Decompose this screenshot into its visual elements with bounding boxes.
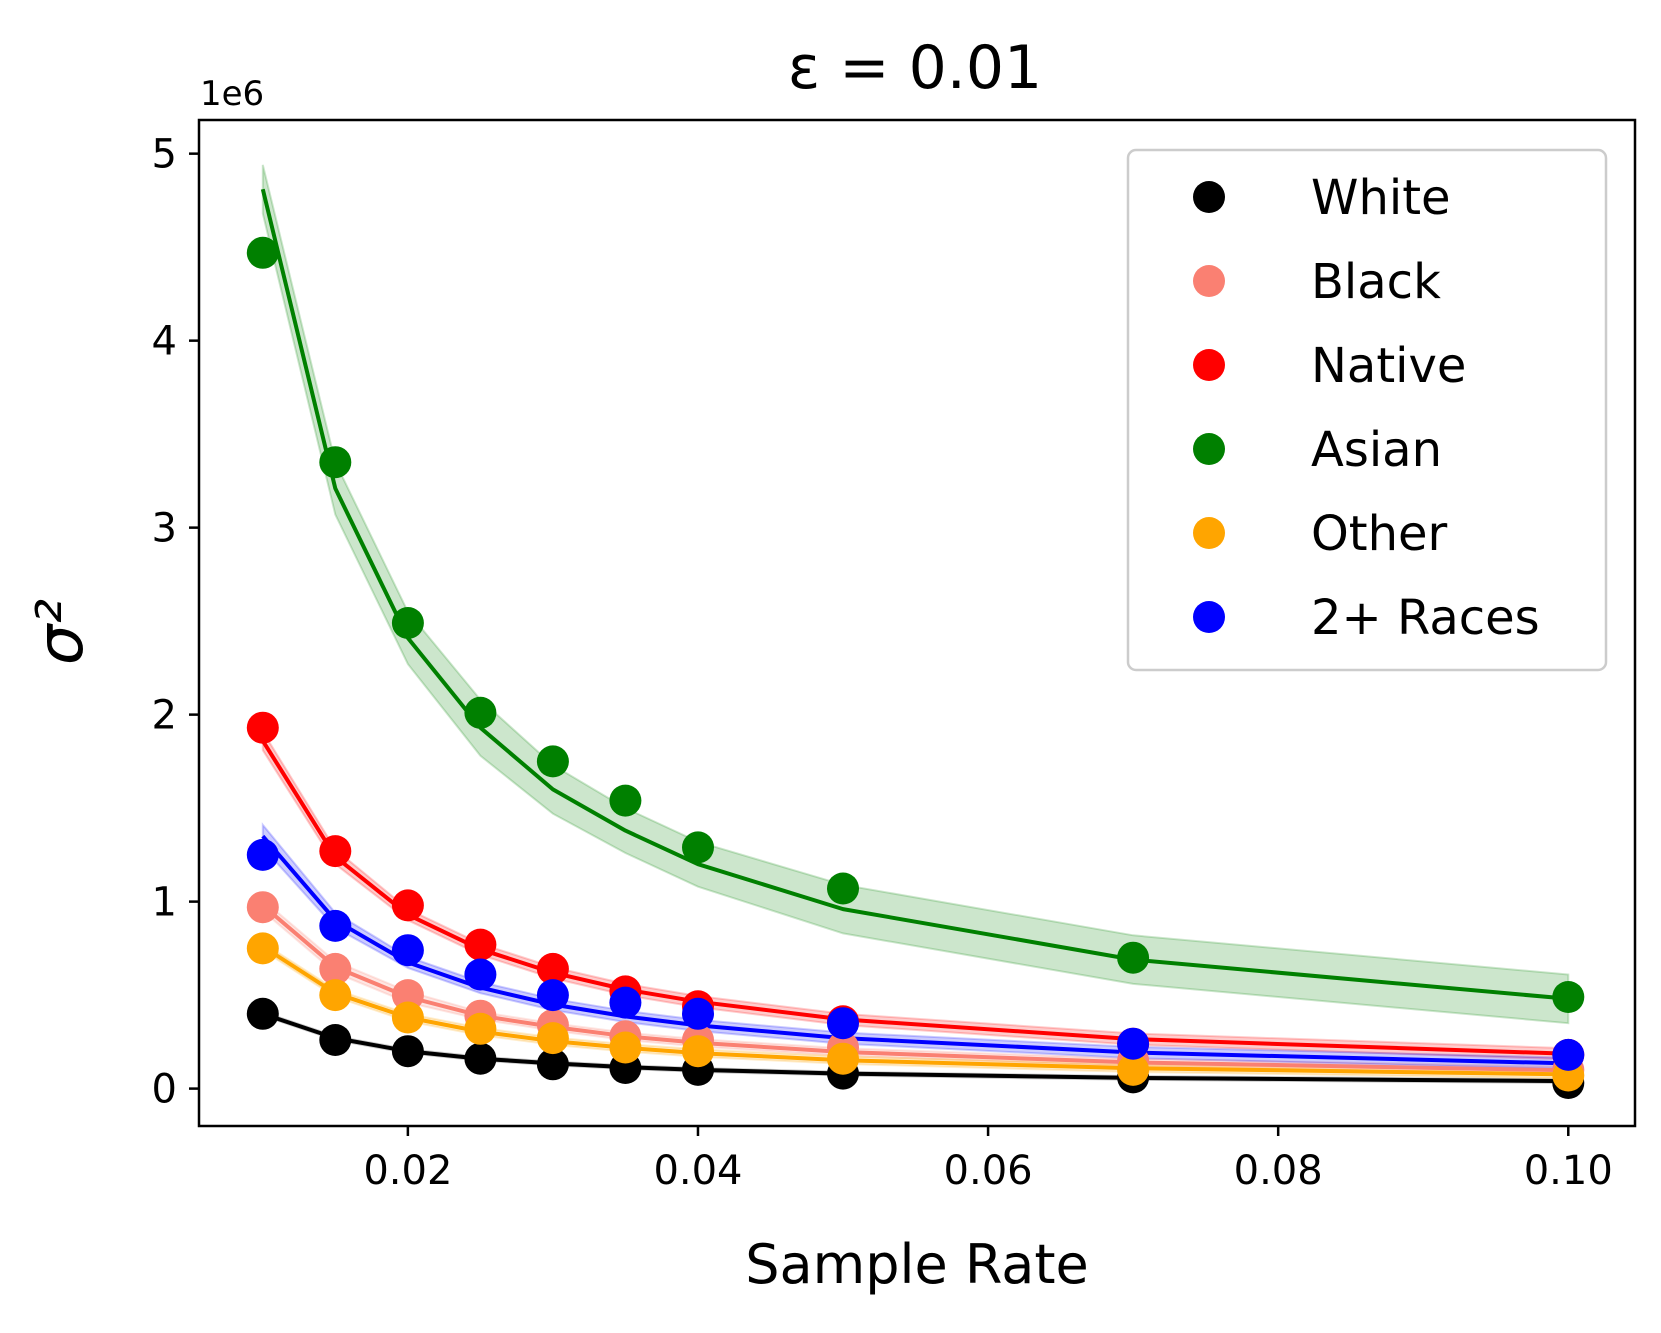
data-point-black <box>391 979 424 1012</box>
legend-label: Asian <box>1311 422 1442 478</box>
fit-line-native <box>261 739 1569 1056</box>
y-offset-label: 1e6 <box>200 74 264 114</box>
chart-title: ε = 0.01 <box>788 33 1042 103</box>
fit-line-white <box>262 1011 1569 1084</box>
data-point-2-races <box>464 958 497 991</box>
data-point-other <box>391 1001 424 1034</box>
data-point-2-races <box>609 986 642 1019</box>
legend-item-asian: Asian <box>1193 422 1442 478</box>
data-point-other <box>464 1012 497 1045</box>
data-point-native <box>246 711 279 744</box>
legend-item-native: Native <box>1193 338 1466 394</box>
legend-marker <box>1193 601 1225 633</box>
plot-frame <box>197 118 1637 1128</box>
legend-item-white: White <box>1193 170 1451 226</box>
data-point-white <box>536 1048 569 1081</box>
legend-marker <box>1193 181 1225 213</box>
data-point-2-races <box>682 997 714 1030</box>
data-point-white <box>391 1035 424 1068</box>
data-point-asian <box>609 784 642 817</box>
legend: White Black Native Asian Other 2+ Races <box>1126 148 1608 672</box>
legend-label: Black <box>1311 254 1441 310</box>
legend-marker <box>1193 517 1225 549</box>
x-tick-label: 0.04 <box>653 1148 742 1194</box>
legend-box <box>1126 148 1608 672</box>
fit-lines <box>260 188 1569 1084</box>
legend-label: Other <box>1311 506 1448 562</box>
data-point-other <box>682 1035 714 1068</box>
y-tick-label: 3 <box>152 506 177 552</box>
data-point-other <box>536 1022 569 1055</box>
data-point-other <box>246 932 279 965</box>
x-tick-label: 0.02 <box>363 1148 452 1194</box>
legend-label: 2+ Races <box>1311 590 1540 646</box>
data-point-white <box>464 1042 497 1075</box>
data-point-2-races <box>319 909 352 942</box>
fit-line-black <box>261 903 1569 1073</box>
data-point-black <box>246 891 279 924</box>
legend-label: White <box>1311 170 1451 226</box>
x-tick-label: 0.10 <box>1524 1148 1613 1194</box>
points-other <box>246 932 1585 1092</box>
data-point-native <box>391 889 424 922</box>
data-point-asian <box>246 236 279 269</box>
data-point-white <box>246 997 279 1030</box>
data-point-asian <box>827 872 859 905</box>
legend-marker <box>1193 433 1225 465</box>
legend-items: White Black Native Asian Other 2+ Races <box>1193 170 1540 646</box>
x-axis-label: Sample Rate <box>745 1233 1088 1296</box>
data-point-asian <box>391 607 424 639</box>
data-point-other <box>609 1031 642 1064</box>
x-tick-label: 0.08 <box>1234 1148 1323 1194</box>
data-point-other <box>827 1042 859 1075</box>
x-tick-label: 0.06 <box>944 1148 1033 1194</box>
y-tick-label: 2 <box>152 693 177 739</box>
legend-item-other: Other <box>1193 506 1448 562</box>
data-point-native <box>536 952 569 985</box>
legend-marker <box>1193 265 1225 297</box>
y-tick-label: 0 <box>152 1067 177 1113</box>
y-axis-label: σ² <box>24 599 98 665</box>
data-point-native <box>464 928 497 961</box>
data-point-other <box>1117 1053 1150 1086</box>
data-point-asian <box>682 831 714 864</box>
data-point-asian <box>1117 941 1150 974</box>
fit-line-other <box>261 944 1569 1077</box>
data-point-other <box>319 979 352 1012</box>
points-asian <box>246 236 1585 1013</box>
y-tick-label: 4 <box>152 319 177 365</box>
data-point-asian <box>1552 981 1585 1013</box>
legend-item-black: Black <box>1193 254 1441 310</box>
y-tick-label: 5 <box>152 132 177 178</box>
data-point-black <box>319 952 352 985</box>
fit-line-2-races <box>261 834 1569 1066</box>
fit-line-asian <box>260 188 1569 1001</box>
data-point-asian <box>536 745 569 778</box>
data-point-native <box>319 835 352 868</box>
y-axis-ticks: 0 1 2 3 4 5 <box>152 132 199 1113</box>
data-point-2-races <box>1117 1027 1150 1060</box>
data-point-asian <box>464 696 497 729</box>
data-point-white <box>319 1024 352 1056</box>
data-point-2-races <box>827 1007 859 1040</box>
x-axis-ticks: 0.02 0.04 0.06 0.08 0.10 <box>363 1126 1613 1194</box>
data-point-2-races <box>536 979 569 1012</box>
legend-marker <box>1193 349 1225 381</box>
data-points <box>246 236 1585 1099</box>
data-point-2-races <box>1552 1038 1585 1071</box>
data-point-2-races <box>391 934 424 967</box>
data-point-asian <box>319 446 352 479</box>
points-2-races <box>246 838 1585 1071</box>
y-tick-label: 1 <box>152 880 177 926</box>
legend-label: Native <box>1311 338 1466 394</box>
data-point-2-races <box>246 838 279 871</box>
legend-item-2-races: 2+ Races <box>1193 590 1540 646</box>
